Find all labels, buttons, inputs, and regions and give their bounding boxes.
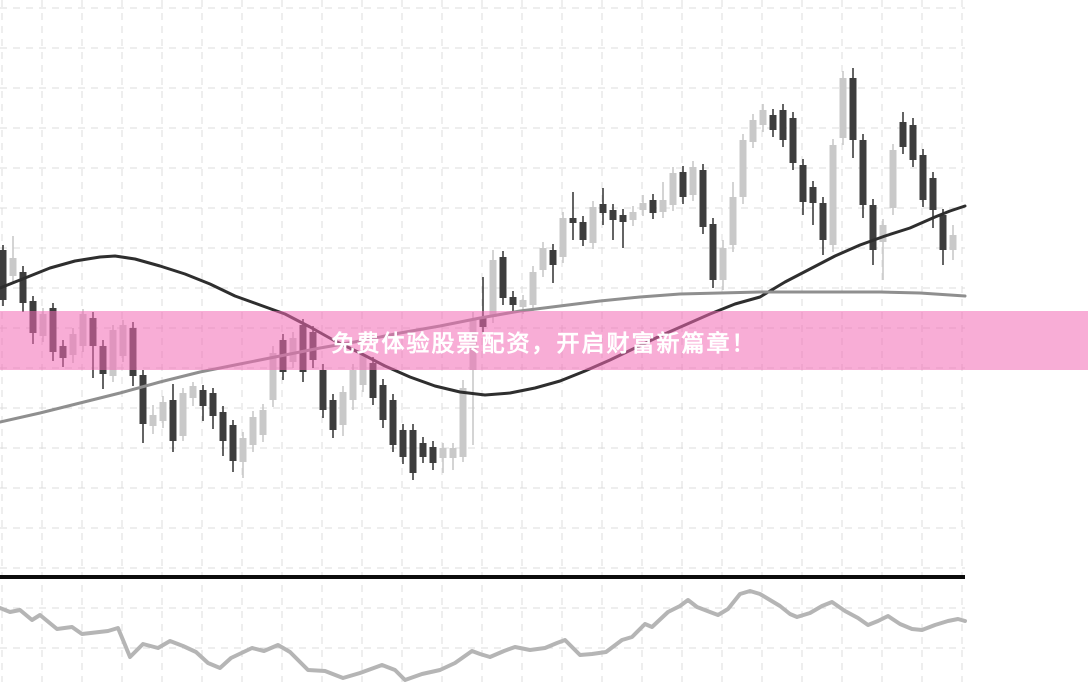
candles: [0, 68, 957, 480]
promo-banner: 免费体验股票配资，开启财富新篇章！: [0, 311, 1088, 370]
promo-banner-text: 免费体验股票配资，开启财富新篇章！: [331, 329, 757, 356]
indicator-line: [0, 589, 967, 682]
ma-dark-line: [0, 204, 967, 397]
